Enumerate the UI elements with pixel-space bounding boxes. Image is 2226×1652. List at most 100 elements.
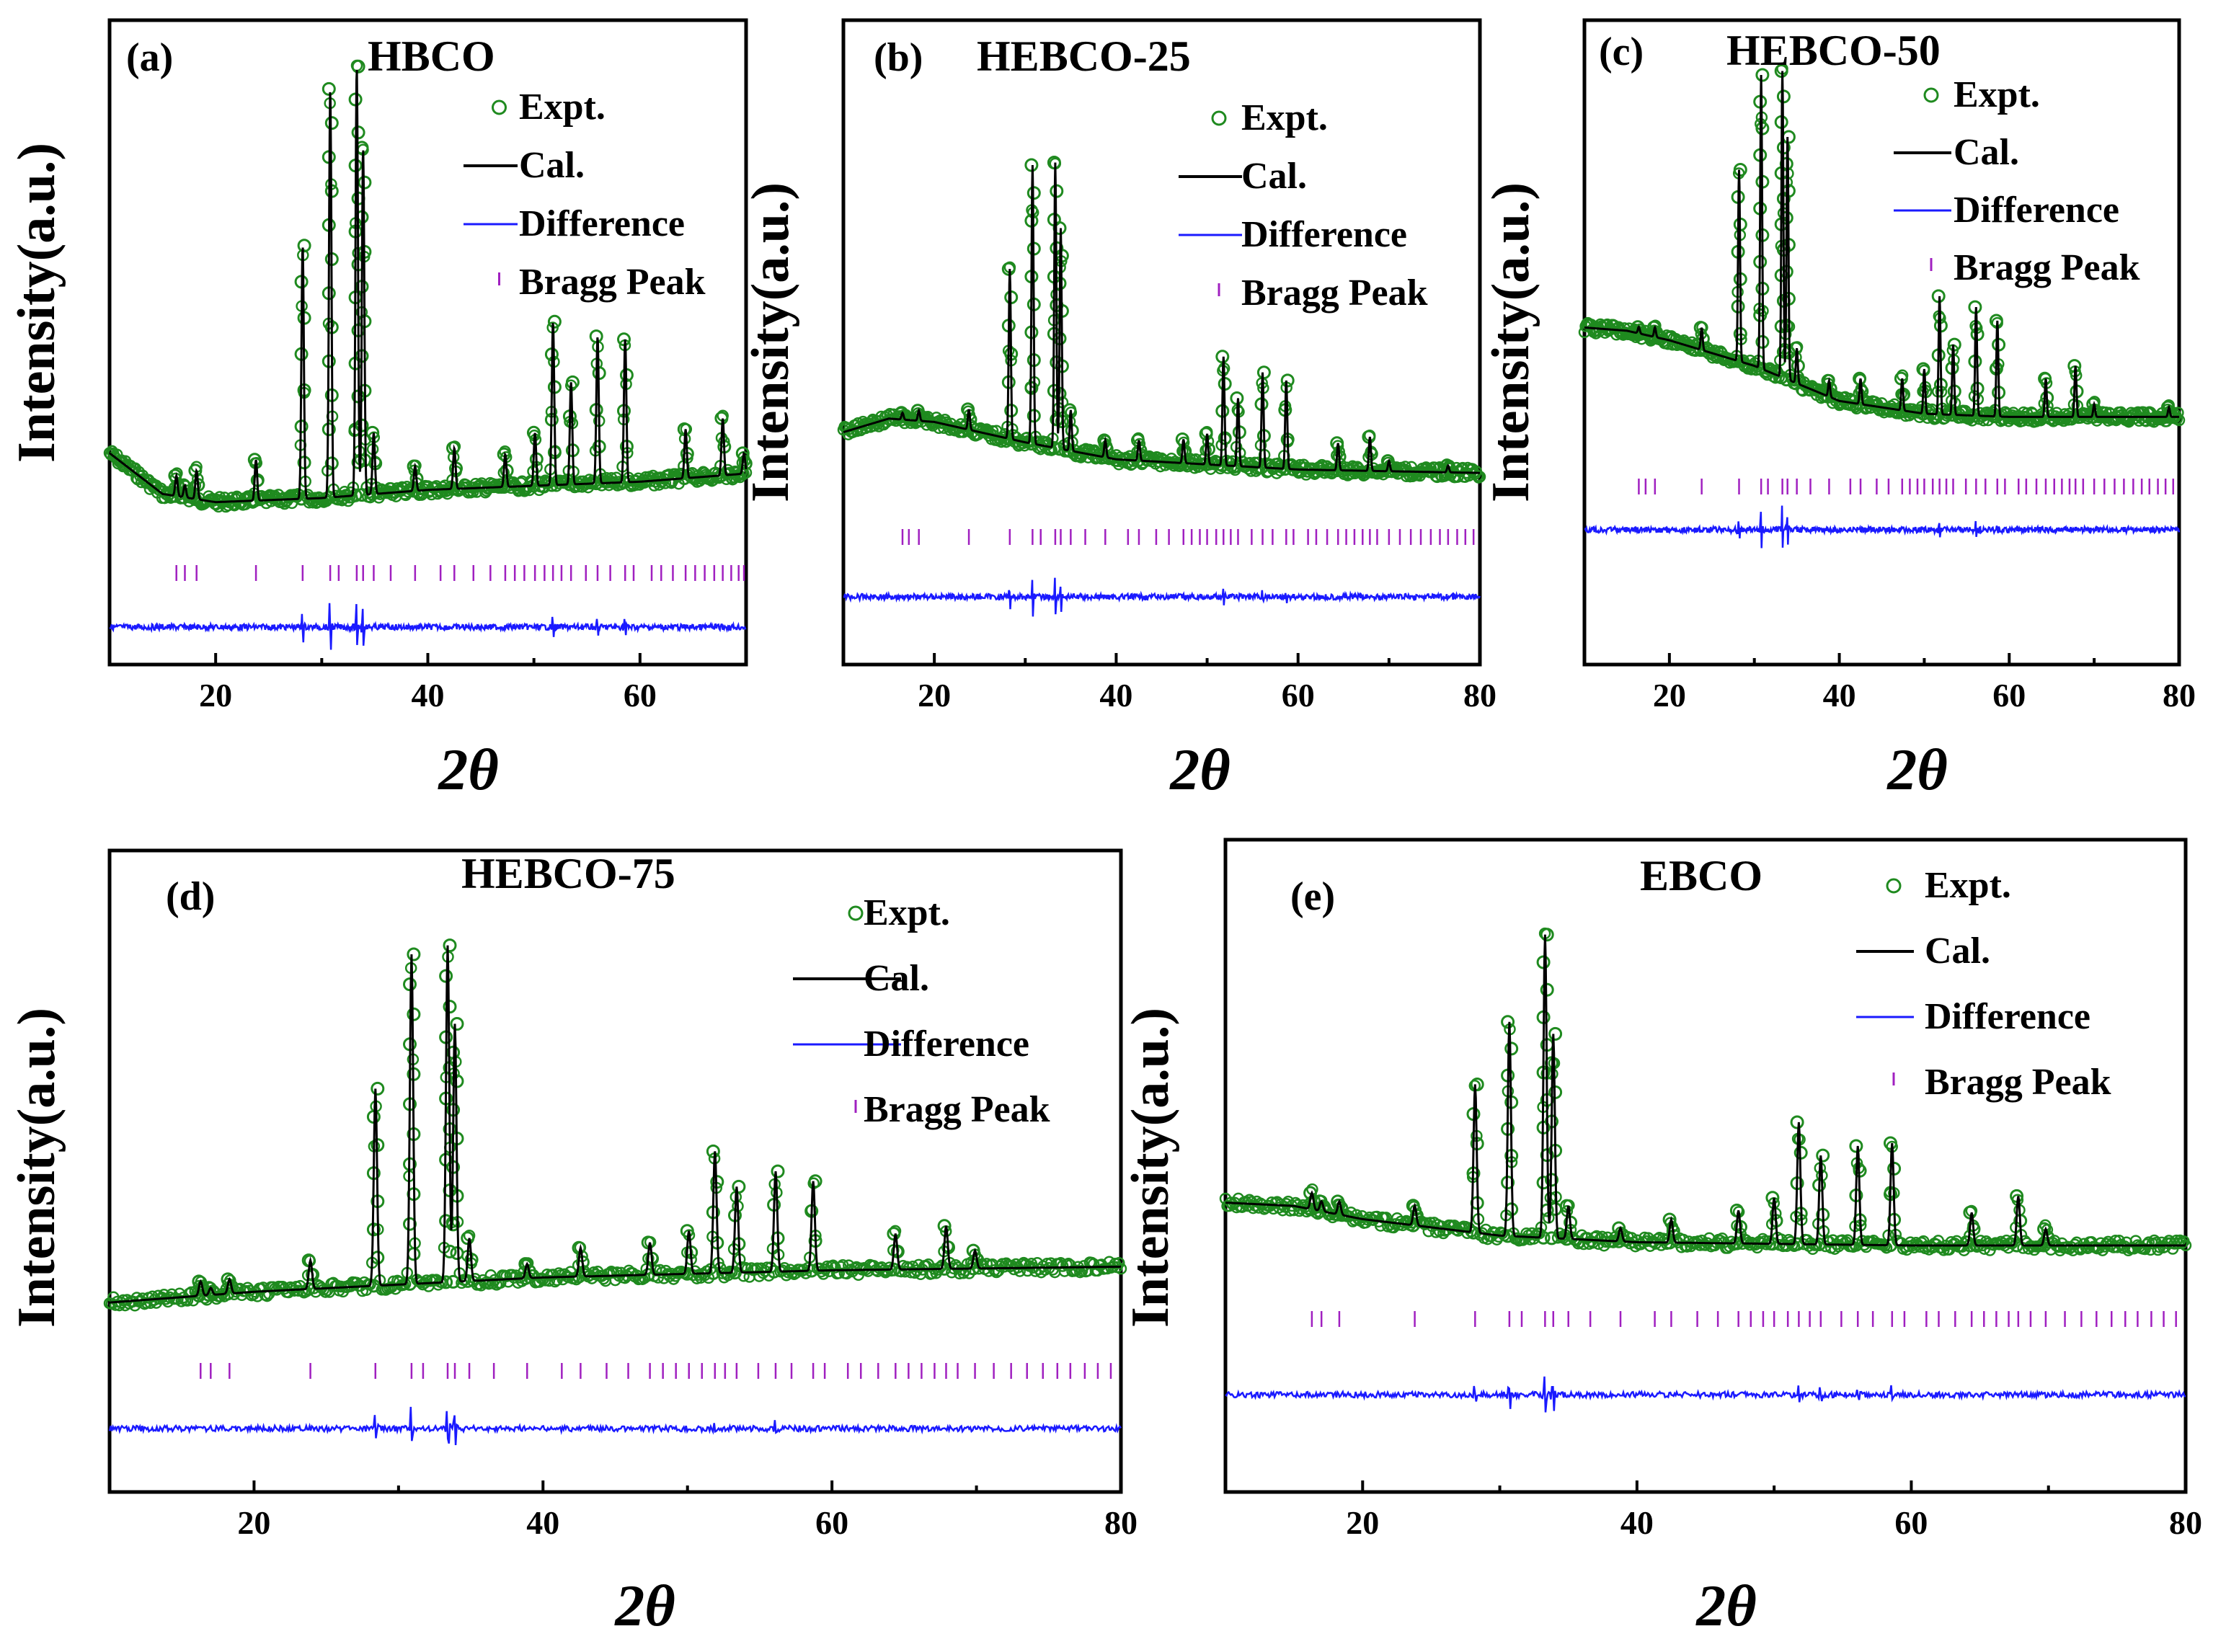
panel-a: 20 40 60 (a) HBCO Expt. Cal. Difference Bragg Pe…	[7, 18, 753, 802]
expt-point	[1731, 354, 1745, 368]
x-tick-label: 20	[1346, 1504, 1379, 1541]
difference-series	[1584, 505, 2181, 549]
legend-expt-marker	[1923, 87, 1939, 103]
expt-point	[1501, 1015, 1515, 1029]
x-axis-title: 2θ	[1886, 737, 1948, 802]
panel-title: EBCO	[1640, 852, 1762, 900]
x-tick-label: 20	[237, 1504, 270, 1541]
expt-point	[1849, 1139, 1863, 1153]
expt-point	[224, 1279, 239, 1294]
expt-point	[1615, 1227, 1630, 1242]
expt-point	[706, 1144, 720, 1158]
plot-frame	[841, 18, 1482, 667]
expt-point	[1651, 1233, 1664, 1245]
x-tick-label: 60	[1894, 1504, 1928, 1541]
expt-point	[1047, 441, 1061, 455]
legend-expt-marker	[1211, 110, 1227, 126]
y-axis-title: Intensity(a.u.)	[1481, 182, 1540, 502]
difference-series	[1225, 1376, 2186, 1413]
expt-point	[1790, 1115, 1804, 1129]
legend-expt-label: Expt.	[1925, 865, 2011, 906]
panel-tag: (d)	[166, 874, 215, 919]
expt-point	[446, 1274, 461, 1289]
panel-title: HEBCO-50	[1726, 27, 1941, 74]
x-tick-label: 60	[1992, 677, 2026, 714]
panel-c: 20 40 60 80 (c) HEBCO-50 Expt. Cal. Difference Br…	[1481, 18, 2196, 802]
expt-point	[351, 59, 365, 74]
expt-point	[1334, 1201, 1349, 1215]
difference-series	[843, 577, 1481, 617]
expt-point	[297, 239, 311, 253]
legend-cal-label: Cal.	[1925, 931, 1990, 972]
expt-point	[322, 81, 336, 96]
expt-point	[450, 1246, 464, 1261]
plot-frame	[1223, 838, 2188, 1494]
legend-expt-label: Expt.	[1954, 74, 2040, 115]
difference-series	[109, 603, 747, 650]
x-tick-label: 40	[412, 677, 445, 714]
expt-point	[522, 1264, 536, 1278]
legend: Expt. Cal. Difference Bragg Peak	[793, 892, 1050, 1130]
panel-tag: (a)	[126, 35, 173, 80]
legend-expt-marker	[848, 905, 864, 921]
expt-point	[765, 1261, 777, 1274]
expt-point	[319, 1286, 332, 1298]
legend: Expt. Cal. Difference Bragg Peak	[1894, 74, 2140, 288]
expt-point	[1548, 1026, 1563, 1041]
legend: Expt. Cal. Difference Bragg Peak	[1179, 97, 1428, 314]
y-axis-title: Intensity(a.u.)	[1121, 1008, 1180, 1328]
expt-point	[547, 314, 562, 329]
expt-point	[565, 375, 580, 389]
x-tick-label: 40	[526, 1504, 559, 1541]
x-tick-label: 40	[1620, 1504, 1654, 1541]
expt-point	[1971, 1240, 1983, 1253]
cal-series	[843, 162, 1480, 474]
expt-point	[1113, 1257, 1125, 1269]
expt-point	[1114, 1262, 1127, 1275]
panel-d: 20 40 60 80 (d) HEBCO-75 Expt. Cal. Difference Br…	[7, 848, 1138, 1638]
x-axis-title: 2θ	[614, 1573, 675, 1638]
legend-expt-label: Expt.	[864, 892, 950, 933]
panel-title: HEBCO-25	[977, 32, 1191, 80]
expt-point	[2173, 414, 2186, 427]
panel-e: 20 40 60 80 (e) EBCO Expt. Cal. Difference Bragg …	[1121, 838, 2202, 1638]
x-tick-label: 80	[1104, 1504, 1138, 1541]
y-axis-title: Intensity(a.u.)	[7, 143, 66, 463]
legend-bragg-label: Bragg Peak	[519, 262, 706, 303]
cal-series	[1584, 71, 2179, 418]
expt-point	[1504, 1042, 1519, 1056]
expt-point	[936, 1259, 949, 1272]
panel-b: 20 40 60 80 (b) HEBCO-25 Expt. Cal. Difference Br…	[741, 18, 1496, 802]
expt-point	[371, 1081, 385, 1096]
x-axis-title: 2θ	[1169, 737, 1230, 802]
legend-difference-label: Difference	[864, 1023, 1029, 1065]
expt-point	[771, 1164, 785, 1178]
x-tick-label: 20	[199, 677, 232, 714]
expt-point	[450, 1017, 464, 1031]
x-tick-label: 60	[624, 677, 657, 714]
expt-point	[541, 1268, 554, 1281]
expt-point	[808, 1174, 822, 1189]
plot-frame	[107, 848, 1123, 1494]
legend-expt-marker	[492, 99, 507, 115]
legend-cal-label: Cal.	[1954, 132, 2019, 173]
plot-frame	[1582, 18, 2181, 667]
legend-expt-marker	[1886, 878, 1902, 894]
expt-point	[446, 1217, 461, 1232]
expt-point	[1533, 1227, 1546, 1240]
expt-point	[732, 1179, 746, 1194]
x-tick-label: 60	[1282, 677, 1315, 714]
expt-point	[351, 456, 365, 469]
x-tick-label: 60	[815, 1504, 848, 1541]
legend-cal-label: Cal.	[519, 145, 585, 186]
expt-point	[1536, 1176, 1551, 1190]
expt-point	[553, 1267, 565, 1279]
cal-series	[109, 69, 748, 504]
expt-point	[1781, 130, 1796, 144]
plot-frame	[107, 18, 748, 667]
panel-tag: (b)	[874, 35, 923, 80]
legend-bragg-label: Bragg Peak	[1241, 272, 1428, 314]
expt-point	[543, 1274, 556, 1287]
expt-point	[1753, 362, 1768, 376]
legend-expt-label: Expt.	[519, 86, 606, 128]
